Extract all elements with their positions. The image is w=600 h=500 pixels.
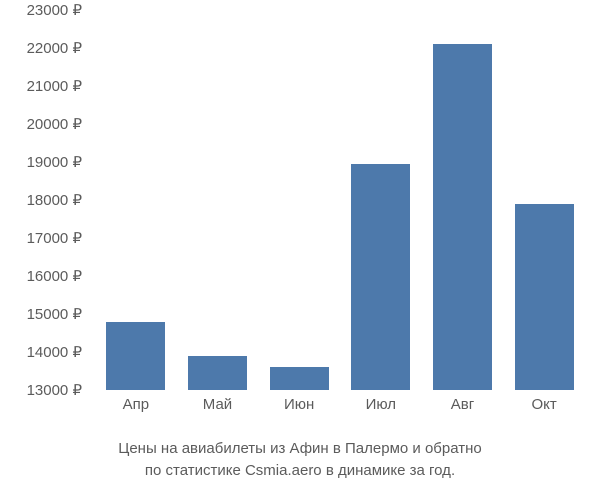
x-tick-label: Окт (532, 396, 557, 413)
y-tick-label: 19000 ₽ (27, 153, 82, 171)
y-tick-label: 13000 ₽ (27, 381, 82, 399)
y-tick-label: 21000 ₽ (27, 77, 82, 95)
bar (433, 44, 492, 390)
y-axis: 13000 ₽14000 ₽15000 ₽16000 ₽17000 ₽18000… (0, 10, 90, 390)
y-tick-label: 15000 ₽ (27, 305, 82, 323)
caption-line-2: по статистике Csmia.aero в динамике за г… (145, 462, 455, 479)
caption-line-1: Цены на авиабилеты из Афин в Палермо и о… (118, 440, 482, 457)
chart-caption: Цены на авиабилеты из Афин в Палермо и о… (0, 438, 600, 482)
price-chart: 13000 ₽ 14000 ₽ 15000 ₽ 16000 ₽ 17000 ₽ 18000… (0, 0, 600, 500)
plot-area (95, 10, 585, 390)
x-tick-label: Авг (451, 396, 474, 413)
y-tick-label: 23000 ₽ (27, 1, 82, 19)
x-tick-label: Июл (366, 396, 396, 413)
bar (188, 356, 247, 390)
x-tick-label: Июн (284, 396, 314, 413)
bar (106, 322, 165, 390)
y-tick-label: 16000 ₽ (27, 267, 82, 285)
x-axis: Апр Май Июн Июл Авг Окт (95, 396, 585, 426)
bar (351, 164, 410, 390)
y-tick-label: 18000 ₽ (27, 191, 82, 209)
x-tick-label: Май (203, 396, 232, 413)
y-tick-label: 14000 ₽ (27, 343, 82, 361)
bar (515, 204, 574, 390)
bar (270, 367, 329, 390)
y-tick-label: 17000 ₽ (27, 229, 82, 247)
y-tick-label: 20000 ₽ (27, 115, 82, 133)
y-tick-label: 22000 ₽ (27, 39, 82, 57)
x-tick-label: Апр (123, 396, 149, 413)
